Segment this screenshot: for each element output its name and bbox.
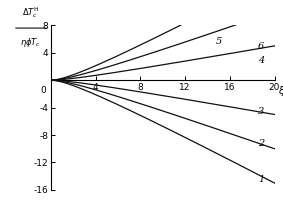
Text: 3: 3 — [258, 107, 264, 116]
Text: 5: 5 — [215, 37, 222, 46]
Text: 1: 1 — [258, 175, 264, 184]
Text: $\Delta T_c^{\mathrm{H}}$: $\Delta T_c^{\mathrm{H}}$ — [22, 5, 40, 20]
Text: 0: 0 — [41, 86, 46, 95]
Text: 6: 6 — [258, 42, 264, 51]
Text: $\eta\phi T_c$: $\eta\phi T_c$ — [20, 36, 41, 49]
Text: $\xi_c$: $\xi_c$ — [278, 84, 283, 98]
Text: 4: 4 — [258, 56, 264, 65]
Text: 2: 2 — [258, 139, 264, 149]
